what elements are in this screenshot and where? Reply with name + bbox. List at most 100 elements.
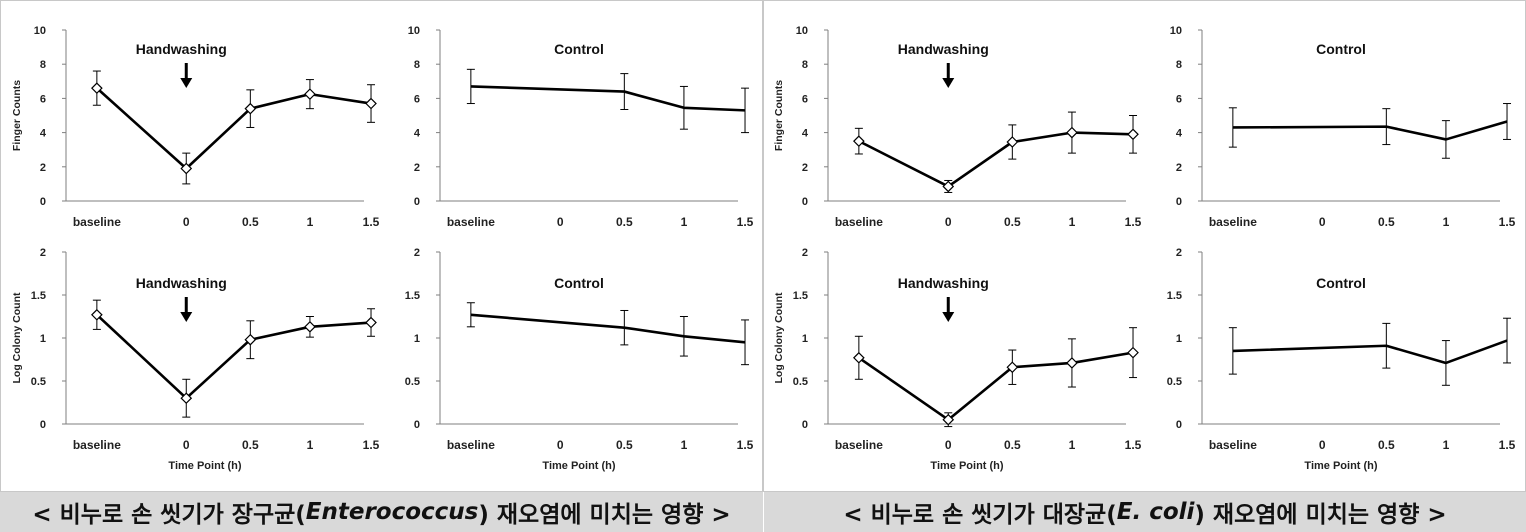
annotation-label: Handwashing [898, 41, 989, 57]
y-tick-label: 0 [802, 419, 808, 431]
y-tick-label: 1.5 [31, 290, 46, 302]
x-tick-label: 1 [1069, 438, 1076, 452]
y-tick-label: 1 [414, 333, 420, 345]
y-tick-label: 0 [1176, 196, 1182, 208]
annotation-label: Control [554, 275, 604, 291]
y-tick-label: 8 [1176, 59, 1182, 71]
x-tick-label: 0.5 [1004, 438, 1021, 452]
y-tick-label: 2 [40, 247, 46, 259]
y-tick-label: 10 [796, 25, 808, 37]
y-axis-label: Finger Counts [11, 80, 23, 151]
caption-prefix: < 비누로 손 씻기가 장구균( [32, 502, 306, 528]
y-tick-label: 0.5 [405, 376, 420, 388]
x-tick-label: 0 [1319, 215, 1326, 229]
y-tick-label: 1.5 [405, 290, 420, 302]
y-tick-label: 2 [802, 162, 808, 174]
x-tick-label: 1.5 [1125, 438, 1142, 452]
down-arrow-icon-head [180, 312, 193, 322]
enterococcus-finger-counts-handwashing-chart: 0 2 4 6 8 10 baseline 0 0.5 1 1.5 Finger Counts Hand… [11, 25, 380, 229]
x-tick-label: baseline [447, 438, 495, 452]
annotation-label: Handwashing [898, 275, 989, 291]
x-tick-label: 0 [945, 215, 952, 229]
y-tick-label: 0.5 [1167, 376, 1182, 388]
x-tick-label: 1 [681, 438, 688, 452]
y-tick-label: 1.5 [1167, 290, 1182, 302]
y-tick-label: 0.5 [31, 376, 46, 388]
y-tick-label: 6 [414, 93, 420, 105]
x-tick-label: baseline [447, 215, 495, 229]
down-arrow-icon-head [180, 78, 193, 88]
x-tick-label: 1.5 [363, 438, 380, 452]
data-point-marker [853, 351, 865, 364]
x-tick-label: 0.5 [1378, 215, 1395, 229]
annotation-label: Control [554, 41, 604, 57]
series-line [470, 313, 746, 344]
x-tick-label: 1 [1443, 215, 1450, 229]
x-tick-label: 1.5 [737, 438, 754, 452]
enterococcus-finger-counts-control-chart: 0 2 4 6 8 10 baseline 0 0.5 1 1.5 Control [408, 25, 754, 229]
x-tick-label: 0.5 [616, 438, 633, 452]
x-tick-label: 0.5 [1378, 438, 1395, 452]
enterococcus-log-colony-control-chart: 0 0.5 1 1.5 2 baseline 0 0.5 1 1.5 Time Point (h) C… [405, 247, 754, 472]
data-point-marker [180, 392, 193, 405]
data-point-marker [942, 180, 955, 193]
series-line [858, 131, 1134, 188]
data-point-marker [853, 135, 865, 147]
x-tick-label: 0 [557, 438, 564, 452]
y-tick-label: 8 [802, 59, 808, 71]
data-point-marker [1066, 126, 1078, 139]
x-tick-label: 0 [945, 438, 952, 452]
y-tick-label: 4 [40, 128, 47, 140]
y-tick-label: 6 [802, 93, 808, 105]
x-axis-label: Time Point (h) [930, 460, 1003, 472]
y-tick-label: 4 [1176, 128, 1183, 140]
ecoli-log-colony-control-chart: 0 0.5 1 1.5 2 baseline 0 0.5 1 1.5 Time Point (h) C… [1167, 247, 1516, 472]
ecoli-log-colony-handwashing-chart: 0 0.5 1 1.5 2 baseline 0 0.5 1 1.5 Log Colony Coun… [773, 247, 1142, 472]
y-tick-label: 6 [40, 93, 46, 105]
annotation-label: Control [1316, 41, 1366, 57]
y-axis-label: Finger Counts [773, 80, 785, 151]
y-tick-label: 2 [802, 247, 808, 259]
x-tick-label: 0.5 [242, 438, 259, 452]
x-tick-label: 0.5 [1004, 215, 1021, 229]
x-tick-label: 1 [1443, 438, 1450, 452]
series-line [858, 351, 1134, 421]
data-point-marker [365, 316, 377, 329]
y-tick-label: 0 [414, 196, 420, 208]
x-tick-label: baseline [73, 438, 121, 452]
caption-organism: Enterococcus [305, 499, 479, 525]
x-tick-label: 0 [557, 215, 564, 229]
y-axis-label: Log Colony Count [11, 292, 23, 383]
data-point-marker [1066, 357, 1078, 369]
y-tick-label: 2 [1176, 162, 1182, 174]
ecoli-finger-counts-control-chart: 0 2 4 6 8 10 baseline 0 0.5 1 1.5 Control [1170, 25, 1516, 229]
data-point-marker [304, 320, 316, 333]
y-tick-label: 0 [414, 419, 420, 431]
series-line [95, 87, 372, 170]
y-tick-label: 1 [1176, 333, 1182, 345]
y-tick-label: 2 [40, 162, 46, 174]
x-tick-label: 0 [183, 215, 190, 229]
x-tick-label: 1.5 [1499, 215, 1516, 229]
data-point-marker [1127, 128, 1139, 141]
x-tick-label: 1 [307, 438, 314, 452]
enterococcus-figure-panel [0, 0, 763, 492]
y-tick-label: 1.5 [793, 290, 808, 302]
data-point-marker [180, 162, 193, 175]
y-tick-label: 10 [1170, 25, 1182, 37]
caption-suffix: ) 재오염에 미치는 영향 > [478, 502, 731, 528]
y-tick-label: 4 [414, 128, 421, 140]
x-axis-label: Time Point (h) [542, 460, 615, 472]
data-point-marker [1006, 361, 1019, 374]
annotation-label: Handwashing [136, 41, 227, 57]
x-axis-label: Time Point (h) [168, 460, 241, 472]
x-tick-label: baseline [73, 215, 121, 229]
x-tick-label: 1 [307, 215, 314, 229]
data-point-marker [304, 88, 316, 100]
y-tick-label: 4 [802, 128, 809, 140]
x-tick-label: 1.5 [737, 215, 754, 229]
y-tick-label: 8 [414, 59, 420, 71]
x-axis-label: Time Point (h) [1304, 460, 1377, 472]
series-line [95, 313, 372, 400]
data-point-marker [942, 413, 955, 426]
